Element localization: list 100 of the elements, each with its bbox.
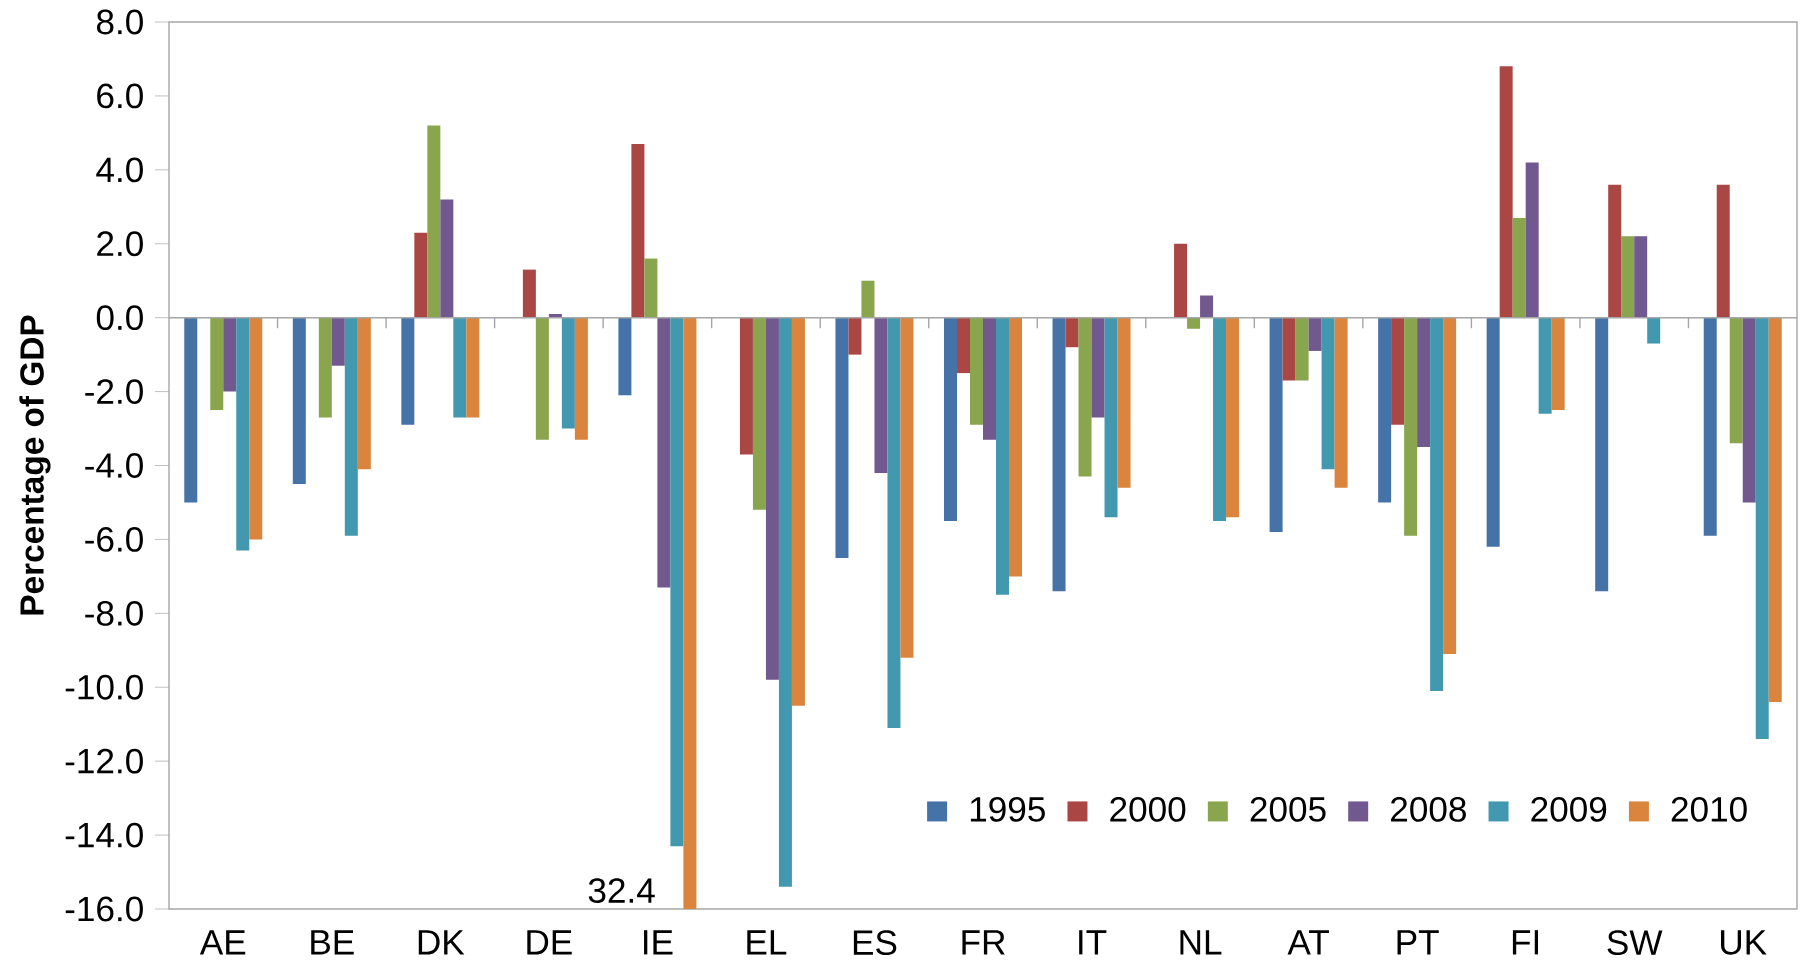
y-tick-label: 0.0 — [96, 305, 143, 331]
bar — [1334, 317, 1348, 488]
y-tick-label: 6.0 — [97, 83, 143, 109]
bar — [791, 317, 805, 706]
bar — [1187, 317, 1201, 329]
bar — [739, 317, 753, 455]
bar — [184, 317, 198, 503]
bar — [670, 317, 684, 847]
bar — [1716, 184, 1730, 318]
bar — [752, 317, 766, 510]
bar — [944, 317, 957, 521]
bar — [1608, 184, 1622, 318]
y-tick-label: 8.0 — [96, 9, 143, 35]
x-tick-label: EL — [747, 930, 787, 955]
bar — [535, 317, 549, 440]
bar — [1551, 317, 1565, 411]
x-tick-label: AE — [199, 930, 246, 955]
bar — [1078, 317, 1092, 477]
bar — [1621, 236, 1635, 318]
bar — [618, 317, 632, 396]
x-tick-label: FI — [1512, 930, 1539, 955]
y-tick-label: -16.0 — [65, 896, 143, 922]
y-tick-label: 4.0 — [96, 157, 143, 183]
bar — [1091, 317, 1105, 418]
bar — [414, 232, 428, 318]
bar — [848, 317, 862, 355]
bar — [466, 317, 480, 418]
x-tick-label: BE — [311, 930, 354, 955]
bar — [1404, 317, 1418, 536]
bar — [1213, 317, 1227, 521]
bar — [1647, 317, 1661, 344]
bar — [683, 317, 697, 909]
bar — [249, 317, 263, 540]
x-tick-label: DK — [418, 930, 465, 955]
x-tick-label: NL — [1180, 930, 1222, 955]
bar — [861, 280, 875, 318]
bar — [1065, 317, 1079, 348]
bar — [1755, 317, 1769, 739]
bar — [969, 317, 983, 425]
bar — [223, 317, 237, 392]
bar — [1443, 317, 1457, 654]
bar — [1104, 317, 1118, 518]
x-tick-label: FR — [962, 930, 1005, 955]
bar — [1634, 236, 1648, 318]
bar — [778, 317, 792, 887]
legend-label: 2008 — [1391, 796, 1466, 822]
y-tick-label: -6.0 — [85, 526, 143, 552]
y-tick-label: -10.0 — [65, 674, 143, 700]
bar — [1117, 317, 1131, 488]
x-tick-label: ES — [853, 930, 897, 956]
bar — [1703, 317, 1717, 536]
bar — [1742, 317, 1756, 503]
bar — [874, 317, 888, 473]
bar — [1008, 317, 1022, 577]
legend-label: 2009 — [1531, 796, 1607, 822]
bar — [887, 317, 901, 728]
x-tick-label: AT — [1287, 930, 1329, 955]
bar — [453, 317, 467, 418]
y-tick-label: -2.0 — [85, 379, 143, 405]
y-axis-title: Percentage of GDP — [19, 315, 51, 615]
bar — [331, 317, 345, 366]
bar — [1269, 317, 1283, 533]
x-tick-label: IT — [1079, 930, 1107, 955]
bar — [574, 317, 588, 440]
y-tick-label: -8.0 — [85, 600, 143, 626]
bar — [957, 317, 970, 374]
bar — [210, 317, 224, 411]
bar — [1768, 317, 1782, 703]
bar — [440, 199, 454, 318]
bar — [1486, 317, 1500, 547]
bar — [996, 317, 1009, 595]
bar — [1200, 295, 1214, 318]
y-tick-label: -14.0 — [65, 822, 143, 848]
bar — [427, 125, 441, 318]
bar — [1538, 317, 1552, 414]
bar — [236, 317, 250, 551]
bar — [1391, 317, 1405, 425]
bar — [1729, 317, 1743, 444]
bar — [631, 143, 645, 318]
bar — [1378, 317, 1392, 503]
legend-label: 2000 — [1110, 796, 1186, 822]
bar — [357, 317, 371, 470]
bar — [1499, 66, 1513, 318]
x-tick-label: UK — [1721, 930, 1767, 955]
bar — [1226, 317, 1240, 518]
bar — [1417, 317, 1431, 448]
bar — [835, 317, 849, 558]
y-tick-label: -12.0 — [65, 748, 143, 774]
bar — [765, 317, 779, 680]
bar — [657, 317, 671, 588]
legend-label: 2005 — [1250, 796, 1326, 822]
legend-label: 1995 — [970, 796, 1045, 822]
annotation: 32.4 — [588, 878, 655, 903]
x-tick-label: SW — [1607, 930, 1663, 956]
bar — [1321, 317, 1335, 470]
bar — [1430, 317, 1444, 691]
bar — [401, 317, 415, 425]
bar — [1052, 317, 1066, 592]
bar — [1295, 317, 1309, 381]
bar — [900, 317, 914, 658]
